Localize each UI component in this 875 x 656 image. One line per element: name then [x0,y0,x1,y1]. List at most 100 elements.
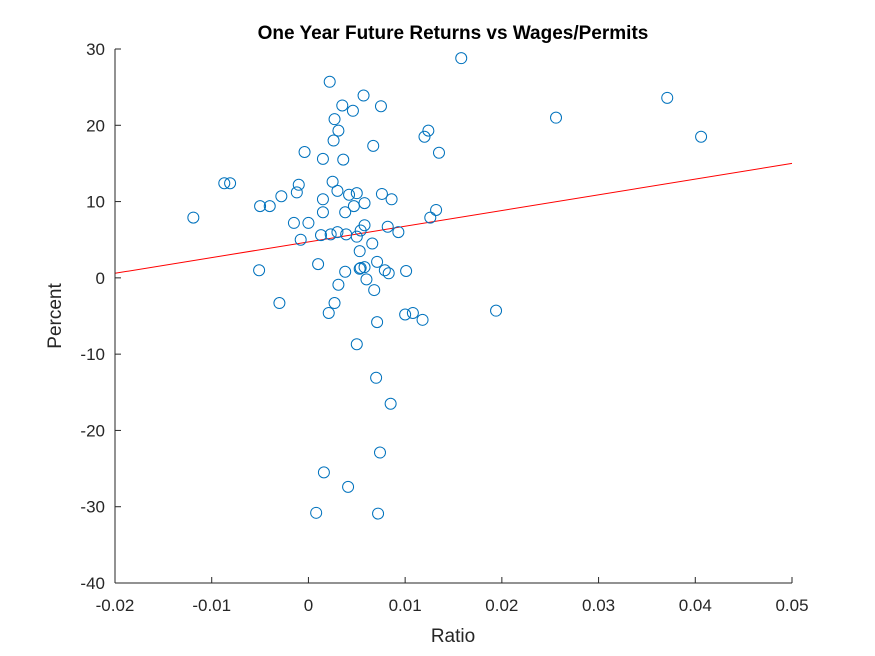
data-point [323,75,336,88]
data-point [378,264,391,277]
data-point [371,255,384,268]
data-point [381,220,394,233]
fit-line-layer [114,162,793,274]
data-point [331,184,344,197]
data-point [316,206,329,219]
data-point [375,187,388,200]
data-point [273,297,286,310]
data-point [424,211,437,224]
y-tick-label: -10 [80,345,105,364]
data-point [368,284,381,297]
data-point [332,278,345,291]
y-tick-label: 10 [86,193,105,212]
data-point [342,480,355,493]
data-point [316,152,329,165]
data-point [353,245,366,258]
data-point [310,506,323,519]
data-point [315,229,328,242]
data-point [298,145,311,158]
data-point [392,226,405,239]
x-tick-label: 0.02 [485,596,518,615]
data-point [339,206,352,219]
data-point [343,188,356,201]
data-point [187,211,200,224]
data-point [695,130,708,143]
data-point [324,228,337,241]
data-point [374,100,387,113]
data-point [490,304,503,317]
data-point [357,89,370,102]
data-point [354,224,367,237]
data-point [218,177,231,190]
data-point [406,306,419,319]
data-point [290,186,303,199]
data-point [418,130,431,143]
data-point [339,265,352,278]
data-point [550,111,563,124]
x-tick-label: 0 [304,596,313,615]
data-point [422,124,435,137]
data-point [327,134,340,147]
data-point [385,193,398,206]
y-tick-label: 30 [86,40,105,59]
data-point [326,175,339,188]
data-point [370,371,383,384]
data-point [328,113,341,126]
x-ticks: -0.02 -0.01 0 0.01 0.02 0.03 0.04 0.05 [96,577,809,615]
y-tick-label: -30 [80,498,105,517]
data-point [253,264,266,277]
x-tick-label: 0.01 [389,596,422,615]
x-tick-label: 0.03 [582,596,615,615]
x-tick-label: 0.05 [775,596,808,615]
y-axis-label: Percent [45,283,66,349]
data-point [416,313,429,326]
data-point [294,233,307,246]
data-point [382,267,395,280]
data-point [384,397,397,410]
data-point [287,216,300,229]
data-point [263,200,276,213]
y-tick-label: 20 [86,116,105,135]
data-point [367,139,380,152]
data-point [331,226,344,239]
data-point [430,203,443,216]
data-point [347,200,360,213]
y-tick-label: -40 [80,574,105,593]
data-point [350,230,363,243]
data-point [292,178,305,191]
data-point [661,91,674,104]
data-point [336,99,349,112]
data-point [316,193,329,206]
y-tick-label: -20 [80,421,105,440]
regression-line [114,162,793,274]
x-tick-label: -0.01 [192,596,231,615]
x-tick-label: -0.02 [96,596,135,615]
data-point [432,146,445,159]
data-point [371,316,384,329]
data-point [354,261,367,274]
data-point [254,200,267,213]
data-point [224,177,237,190]
x-axis-label: Ratio [431,626,475,647]
data-point [399,308,412,321]
data-point [322,306,335,319]
data-point [275,190,288,203]
y-ticks: -40 -30 -20 -10 0 10 20 30 [80,40,121,593]
data-point [455,52,468,65]
data-point [350,187,363,200]
data-point [358,261,371,274]
data-point [353,262,366,275]
data-point [332,124,345,137]
data-point [400,264,413,277]
data-point [373,446,386,459]
data-point [360,273,373,286]
data-points-layer [187,52,708,520]
data-point [337,153,350,166]
data-point [350,338,363,351]
data-point [372,507,385,520]
x-tick-label: 0.04 [679,596,712,615]
data-point [366,237,379,250]
data-point [328,297,341,310]
